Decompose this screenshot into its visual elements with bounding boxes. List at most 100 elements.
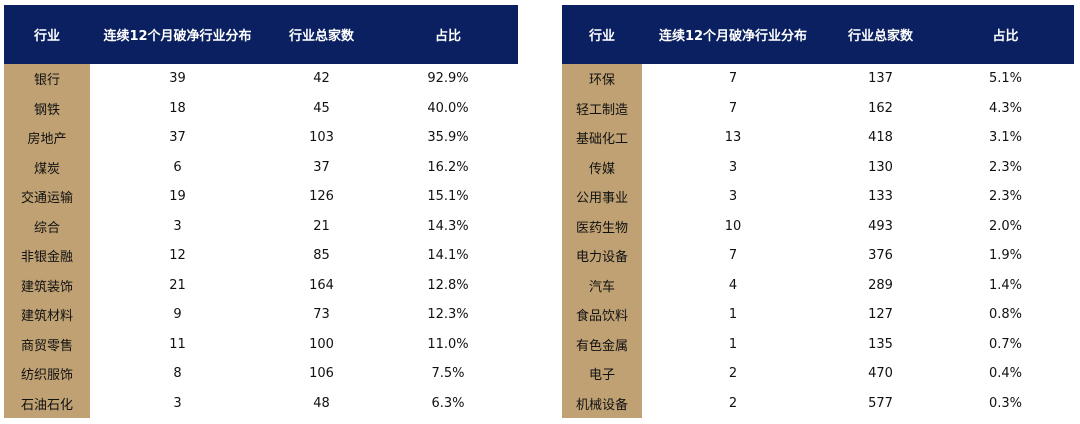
industry-total-cell: 164 (265, 270, 378, 300)
header-industry: 行业 (4, 5, 90, 64)
industry-cell: 建筑材料 (4, 300, 90, 330)
table-row: 交通运输 19 126 15.1% (4, 182, 518, 212)
industry-total-cell: 85 (265, 241, 378, 271)
pb-break-count-cell: 2 (642, 359, 824, 389)
industry-cell: 钢铁 (4, 93, 90, 123)
pb-break-count-cell: 19 (90, 182, 265, 212)
header-industry: 行业 (562, 5, 642, 64)
industry-cell: 商贸零售 (4, 329, 90, 359)
header-pb-break-count: 连续12个月破净行业分布 (90, 5, 265, 64)
header-industry-total: 行业总家数 (824, 5, 937, 64)
industry-total-cell: 48 (265, 388, 378, 418)
ratio-cell: 4.3% (937, 93, 1074, 123)
industry-total-cell: 42 (265, 64, 378, 94)
industry-cell: 医药生物 (562, 211, 642, 241)
table-row: 非银金融 12 85 14.1% (4, 241, 518, 271)
ratio-cell: 92.9% (378, 64, 518, 94)
left-table: 行业 连续12个月破净行业分布 行业总家数 占比 银行 39 42 92.9% 钢铁 18… (4, 5, 518, 418)
table-row: 汽车 4 289 1.4% (562, 270, 1074, 300)
industry-total-cell: 126 (265, 182, 378, 212)
pb-break-count-cell: 10 (642, 211, 824, 241)
industry-cell: 汽车 (562, 270, 642, 300)
header-ratio: 占比 (378, 5, 518, 64)
table-row: 传媒 3 130 2.3% (562, 152, 1074, 182)
industry-cell: 房地产 (4, 123, 90, 153)
industry-total-cell: 45 (265, 93, 378, 123)
industry-cell: 交通运输 (4, 182, 90, 212)
pb-break-count-cell: 1 (642, 300, 824, 330)
table-row: 综合 3 21 14.3% (4, 211, 518, 241)
ratio-cell: 14.1% (378, 241, 518, 271)
ratio-cell: 3.1% (937, 123, 1074, 153)
pb-break-count-cell: 7 (642, 64, 824, 94)
pb-break-count-cell: 3 (642, 152, 824, 182)
table-row: 环保 7 137 5.1% (562, 64, 1074, 94)
industry-total-cell: 577 (824, 388, 937, 418)
table-row: 电子 2 470 0.4% (562, 359, 1074, 389)
pb-break-count-cell: 2 (642, 388, 824, 418)
ratio-cell: 2.3% (937, 152, 1074, 182)
industry-cell: 传媒 (562, 152, 642, 182)
header-industry-total: 行业总家数 (265, 5, 378, 64)
industry-total-cell: 133 (824, 182, 937, 212)
industry-total-cell: 470 (824, 359, 937, 389)
table-row: 轻工制造 7 162 4.3% (562, 93, 1074, 123)
table-row: 建筑装饰 21 164 12.8% (4, 270, 518, 300)
table-row: 公用事业 3 133 2.3% (562, 182, 1074, 212)
pb-break-count-cell: 6 (90, 152, 265, 182)
table-row: 食品饮料 1 127 0.8% (562, 300, 1074, 330)
pb-break-count-cell: 3 (642, 182, 824, 212)
industry-total-cell: 289 (824, 270, 937, 300)
pb-break-count-cell: 12 (90, 241, 265, 271)
ratio-cell: 12.3% (378, 300, 518, 330)
ratio-cell: 35.9% (378, 123, 518, 153)
ratio-cell: 6.3% (378, 388, 518, 418)
ratio-cell: 2.0% (937, 211, 1074, 241)
ratio-cell: 0.8% (937, 300, 1074, 330)
header-pb-break-count: 连续12个月破净行业分布 (642, 5, 824, 64)
ratio-cell: 0.7% (937, 329, 1074, 359)
pb-break-count-cell: 11 (90, 329, 265, 359)
industry-cell: 环保 (562, 64, 642, 94)
pb-break-count-cell: 13 (642, 123, 824, 153)
pb-break-count-cell: 7 (642, 241, 824, 271)
table-row: 银行 39 42 92.9% (4, 64, 518, 94)
industry-total-cell: 493 (824, 211, 937, 241)
ratio-cell: 7.5% (378, 359, 518, 389)
ratio-cell: 0.4% (937, 359, 1074, 389)
table-row: 医药生物 10 493 2.0% (562, 211, 1074, 241)
table-row: 电力设备 7 376 1.9% (562, 241, 1074, 271)
pb-break-count-cell: 1 (642, 329, 824, 359)
pb-break-count-cell: 9 (90, 300, 265, 330)
industry-cell: 石油石化 (4, 388, 90, 418)
industry-cell: 电力设备 (562, 241, 642, 271)
table-row: 建筑材料 9 73 12.3% (4, 300, 518, 330)
industry-cell: 机械设备 (562, 388, 642, 418)
table-row: 有色金属 1 135 0.7% (562, 329, 1074, 359)
header-ratio: 占比 (937, 5, 1074, 64)
industry-total-cell: 100 (265, 329, 378, 359)
table-row: 钢铁 18 45 40.0% (4, 93, 518, 123)
table-row: 机械设备 2 577 0.3% (562, 388, 1074, 418)
ratio-cell: 1.9% (937, 241, 1074, 271)
table-row: 石油石化 3 48 6.3% (4, 388, 518, 418)
industry-total-cell: 418 (824, 123, 937, 153)
industry-cell: 公用事业 (562, 182, 642, 212)
ratio-cell: 2.3% (937, 182, 1074, 212)
industry-cell: 煤炭 (4, 152, 90, 182)
table-row: 房地产 37 103 35.9% (4, 123, 518, 153)
industry-total-cell: 130 (824, 152, 937, 182)
left-table-header-row: 行业 连续12个月破净行业分布 行业总家数 占比 (4, 5, 518, 64)
industry-cell: 电子 (562, 359, 642, 389)
table-row: 煤炭 6 37 16.2% (4, 152, 518, 182)
ratio-cell: 12.8% (378, 270, 518, 300)
pb-break-count-cell: 21 (90, 270, 265, 300)
pb-break-count-cell: 18 (90, 93, 265, 123)
pb-break-count-cell: 3 (90, 388, 265, 418)
industry-cell: 非银金融 (4, 241, 90, 271)
pb-break-count-cell: 37 (90, 123, 265, 153)
industry-total-cell: 21 (265, 211, 378, 241)
pb-break-count-cell: 3 (90, 211, 265, 241)
table-row: 纺织服饰 8 106 7.5% (4, 359, 518, 389)
ratio-cell: 40.0% (378, 93, 518, 123)
